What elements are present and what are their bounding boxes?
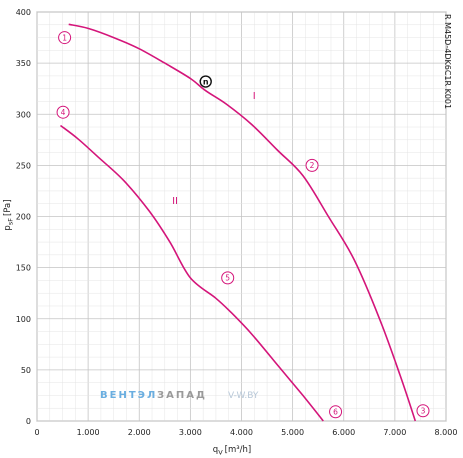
x-axis-label-main: q (213, 445, 218, 455)
markers: 1 2 3 4 5 6 (56, 31, 430, 419)
marker-circle (56, 105, 70, 119)
y-tick-label: 200 (16, 213, 31, 222)
marker-4: 4 (56, 105, 70, 119)
watermark-part2: ЗАПАД (157, 390, 207, 401)
x-tick-label: 7.000 (383, 428, 406, 437)
marker-circle (58, 31, 72, 45)
marker-number: 4 (61, 108, 66, 117)
x-tick-label: 5.000 (281, 428, 304, 437)
y-tick-label: 150 (16, 264, 31, 273)
y-tick-label: 100 (16, 315, 31, 324)
marker-circle (305, 158, 319, 172)
y-axis-label-sub: sF (7, 218, 15, 225)
series-line-i (68, 23, 417, 422)
grid-lines (36, 11, 447, 422)
x-tick-label: 4.000 (230, 428, 253, 437)
x-axis-label: qV [m³/h] (213, 445, 251, 457)
curve-labels: III (172, 91, 256, 207)
y-tick-labels: 0 50 100 150 200 250 300 350 400 (16, 8, 31, 426)
operating-point-circle (199, 75, 212, 88)
marker-number: 3 (421, 406, 426, 415)
marker-number: 5 (225, 274, 230, 283)
marker-2: 2 (305, 158, 319, 172)
marker-number: 6 (333, 407, 338, 416)
x-tick-label: 1.000 (77, 428, 100, 437)
marker-3: 3 (416, 404, 430, 418)
y-axis-label-unit: [Pa] (3, 199, 13, 216)
x-tick-label: 2.000 (128, 428, 151, 437)
y-axis-label: psF [Pa] (3, 199, 15, 230)
y-axis-label-main: p (3, 225, 13, 230)
x-tick-labels: 0 1.000 2.000 3.000 4.000 5.000 6.000 7.000 8.00… (34, 428, 457, 437)
watermark-part3: V-W.BY (228, 391, 259, 401)
y-tick-label: 250 (16, 161, 31, 170)
x-tick-label: 3.000 (179, 428, 202, 437)
marker-circle (416, 404, 430, 418)
marker-circle (329, 405, 343, 419)
x-tick-label: 8.000 (435, 428, 458, 437)
y-tick-label: 300 (16, 110, 31, 119)
model-label: R M45D-4DK6C1R K001 (443, 14, 452, 109)
x-axis-label-sub: V (218, 449, 223, 457)
marker-6: 6 (329, 405, 343, 419)
watermark-part1: ВЕНТЭЛ (100, 390, 157, 401)
y-tick-label: 50 (21, 366, 31, 375)
x-tick-label: 6.000 (332, 428, 355, 437)
operating-point: n (199, 75, 212, 88)
marker-circle (221, 271, 235, 285)
curve-label: II (172, 196, 178, 207)
operating-point-text: n (203, 78, 209, 87)
marker-1: 1 (58, 31, 72, 45)
marker-number: 1 (62, 33, 67, 42)
x-tick-label: 0 (34, 428, 39, 437)
marker-number: 2 (310, 161, 315, 170)
curve-label: I (253, 91, 256, 102)
curves (60, 23, 417, 422)
y-tick-label: 400 (16, 8, 31, 17)
series-line-ii (60, 124, 324, 422)
y-tick-label: 350 (16, 59, 31, 68)
watermark: ВЕНТЭЛ ЗАПАД V-W.BY (100, 390, 259, 401)
marker-5: 5 (221, 271, 235, 285)
y-tick-label: 0 (26, 417, 31, 426)
x-axis-label-unit: [m³/h] (225, 445, 252, 455)
